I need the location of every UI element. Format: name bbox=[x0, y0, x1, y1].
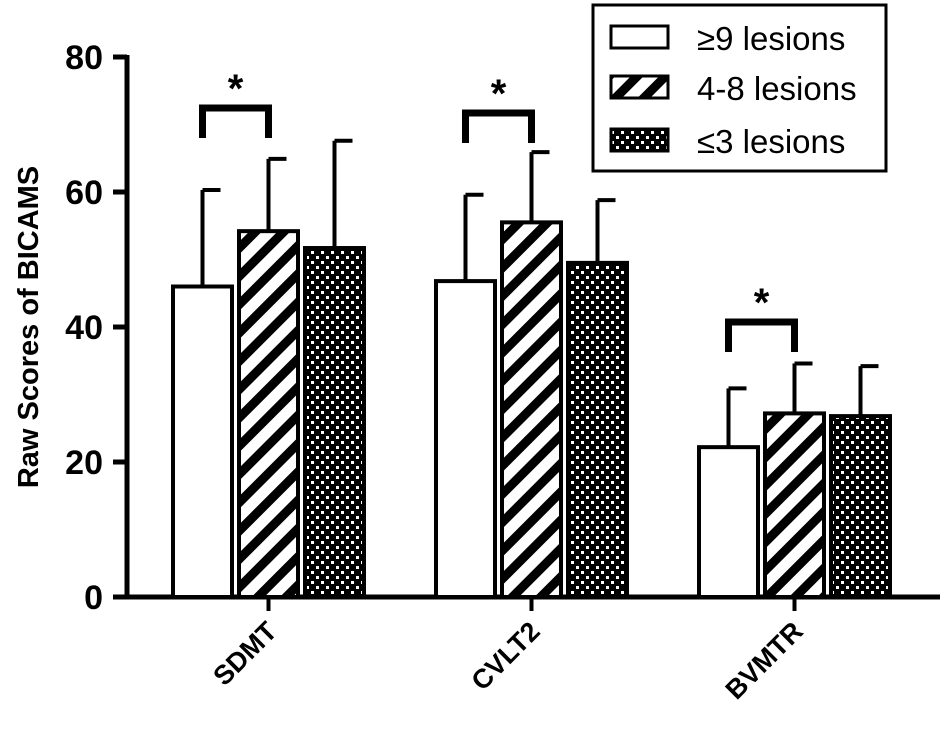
significance-star: * bbox=[754, 281, 770, 325]
bar bbox=[434, 279, 497, 599]
bar bbox=[829, 414, 892, 599]
bars bbox=[171, 138, 892, 599]
bar bbox=[697, 445, 760, 599]
bar bbox=[500, 220, 563, 599]
bar bbox=[763, 411, 826, 599]
significance-bracket bbox=[462, 109, 535, 143]
legend-swatch bbox=[609, 24, 670, 50]
legend-label: ≤3 lesions bbox=[697, 123, 845, 160]
y-axis-title: Raw Scores of BICAMS bbox=[13, 166, 45, 488]
bar bbox=[171, 284, 234, 599]
y-tick-label: 60 bbox=[65, 174, 103, 212]
x-tick-label: CVLT2 bbox=[465, 616, 545, 696]
legend-label: 4-8 lesions bbox=[697, 70, 857, 107]
bar bbox=[237, 229, 300, 599]
legend-label: ≥9 lesions bbox=[697, 20, 845, 57]
x-tick-label: BVMTR bbox=[720, 616, 809, 705]
significance-star: * bbox=[491, 72, 507, 116]
legend-swatch bbox=[609, 127, 670, 153]
y-tick-label: 20 bbox=[65, 444, 103, 482]
significance-bracket bbox=[725, 318, 798, 352]
significance-star: * bbox=[228, 67, 244, 111]
y-tick-label: 40 bbox=[65, 309, 103, 347]
bar bbox=[566, 260, 629, 599]
significance-bracket bbox=[199, 104, 272, 138]
y-tick-label: 0 bbox=[84, 579, 103, 617]
x-tick-label: SDMT bbox=[207, 616, 283, 692]
legend-swatch bbox=[609, 74, 670, 100]
significance-markers: * * * bbox=[199, 67, 798, 352]
legend: ≥9 lesions 4-8 lesions ≤3 lesions bbox=[591, 3, 888, 173]
y-tick-label: 80 bbox=[65, 39, 103, 77]
bar bbox=[303, 246, 366, 599]
